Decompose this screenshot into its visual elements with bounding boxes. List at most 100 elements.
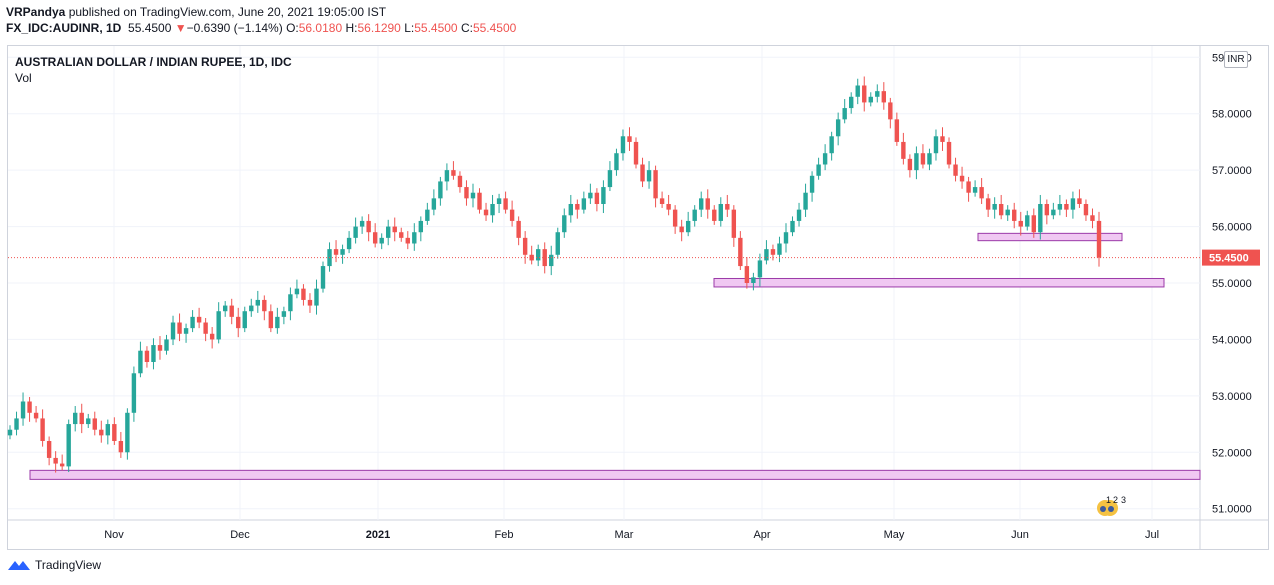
candles bbox=[7, 76, 1102, 473]
candle-body bbox=[764, 249, 769, 261]
low-value: 55.4500 bbox=[414, 21, 458, 35]
candle-body bbox=[99, 429, 104, 436]
candle-body bbox=[607, 170, 613, 188]
support-zone bbox=[29, 469, 1201, 480]
candle-body bbox=[672, 209, 678, 227]
currency-badge[interactable]: INR bbox=[1224, 51, 1248, 68]
candle-body bbox=[920, 153, 926, 165]
y-tick-label: 54.0000 bbox=[1212, 334, 1252, 346]
candle-body bbox=[418, 220, 424, 233]
symbol-info: FX_IDC:AUDINR, 1D 55.4500 ▼−0.6390 (−1.1… bbox=[6, 20, 516, 36]
y-tick-label: 57.0000 bbox=[1212, 165, 1252, 177]
candle-body bbox=[627, 136, 632, 142]
volume-label[interactable]: Vol bbox=[15, 71, 32, 85]
y-tick-label: 56.0000 bbox=[1212, 222, 1252, 234]
candle-body bbox=[562, 215, 567, 233]
candle-body bbox=[183, 328, 189, 334]
candle-body bbox=[196, 316, 202, 323]
candle-body bbox=[901, 141, 906, 159]
events-icon: 1 2 3 bbox=[1097, 495, 1126, 516]
y-tick-label: 55.0000 bbox=[1212, 278, 1252, 290]
x-tick-label: Jul bbox=[1145, 529, 1159, 541]
candle-body bbox=[177, 322, 182, 334]
candle-body bbox=[522, 237, 528, 255]
candle-body bbox=[953, 164, 958, 176]
candle-body bbox=[1012, 209, 1017, 221]
candle-body bbox=[457, 175, 463, 188]
candle-body bbox=[568, 204, 574, 216]
candle-body bbox=[33, 412, 39, 419]
x-tick-label: May bbox=[884, 529, 905, 541]
candle-body bbox=[353, 226, 358, 238]
candle-body bbox=[809, 175, 815, 193]
candle-body bbox=[470, 192, 476, 199]
candle-body bbox=[855, 85, 860, 97]
support-zone bbox=[713, 277, 1165, 288]
candle-body bbox=[751, 277, 756, 283]
candle-body bbox=[835, 119, 841, 137]
candle-body bbox=[490, 204, 495, 216]
candle-body bbox=[216, 311, 221, 340]
candle-body bbox=[1025, 215, 1030, 227]
candle-body bbox=[1070, 198, 1076, 210]
candle-body bbox=[275, 316, 280, 329]
candle-body bbox=[1038, 204, 1043, 233]
candle-body bbox=[27, 401, 32, 413]
candle-body bbox=[53, 457, 58, 464]
high-value: 56.1290 bbox=[357, 21, 401, 35]
candle-body bbox=[1018, 220, 1023, 227]
candle-body bbox=[340, 249, 345, 255]
candle-body bbox=[849, 96, 854, 109]
candle-body bbox=[209, 333, 215, 340]
candle-body bbox=[131, 373, 137, 413]
candle-body bbox=[366, 220, 371, 233]
candle-body bbox=[1051, 209, 1056, 216]
candle-body bbox=[509, 209, 515, 221]
candle-body bbox=[679, 226, 684, 233]
candle-body bbox=[705, 198, 710, 210]
candle-body bbox=[477, 192, 482, 210]
candle-body bbox=[399, 232, 404, 238]
candle-body bbox=[914, 153, 919, 171]
candle-body bbox=[731, 209, 737, 238]
chart-frame[interactable] bbox=[7, 45, 1269, 550]
high-label: H: bbox=[345, 21, 358, 35]
x-tick-label: Nov bbox=[104, 529, 124, 541]
candle-body bbox=[1083, 204, 1089, 216]
candle-body bbox=[588, 192, 593, 199]
x-tick-label: 2021 bbox=[366, 529, 390, 541]
candle-body bbox=[972, 187, 978, 193]
candle-body bbox=[236, 316, 241, 329]
candle-body bbox=[894, 119, 900, 142]
candle-body bbox=[464, 187, 469, 199]
candle-body bbox=[249, 305, 254, 312]
candle-body bbox=[594, 192, 600, 204]
x-tick-label: Jun bbox=[1011, 529, 1029, 541]
candle-body bbox=[659, 198, 665, 204]
x-tick-label: Feb bbox=[495, 529, 514, 541]
candle-body bbox=[20, 401, 26, 419]
candle-body bbox=[666, 204, 671, 210]
candle-body bbox=[783, 232, 789, 244]
candle-body bbox=[816, 164, 821, 176]
candle-body bbox=[1005, 209, 1010, 216]
candle-body bbox=[425, 209, 430, 221]
candle-body bbox=[294, 288, 300, 295]
candle-body bbox=[333, 249, 339, 255]
candle-body bbox=[822, 153, 828, 165]
candle-body bbox=[555, 232, 560, 255]
candle-body bbox=[692, 209, 697, 221]
candle-body bbox=[770, 249, 776, 255]
candle-body bbox=[757, 260, 763, 278]
candle-body bbox=[66, 424, 71, 467]
candle-body bbox=[1090, 215, 1095, 221]
candle-body bbox=[699, 198, 704, 210]
open-label: O: bbox=[286, 21, 299, 35]
candle-body bbox=[268, 311, 274, 329]
svg-text:1: 1 bbox=[1106, 495, 1111, 505]
author-name[interactable]: VRPandya bbox=[6, 5, 66, 19]
candle-body bbox=[203, 322, 208, 334]
candle-body bbox=[405, 237, 410, 244]
brand-name[interactable]: TradingView bbox=[35, 558, 102, 572]
